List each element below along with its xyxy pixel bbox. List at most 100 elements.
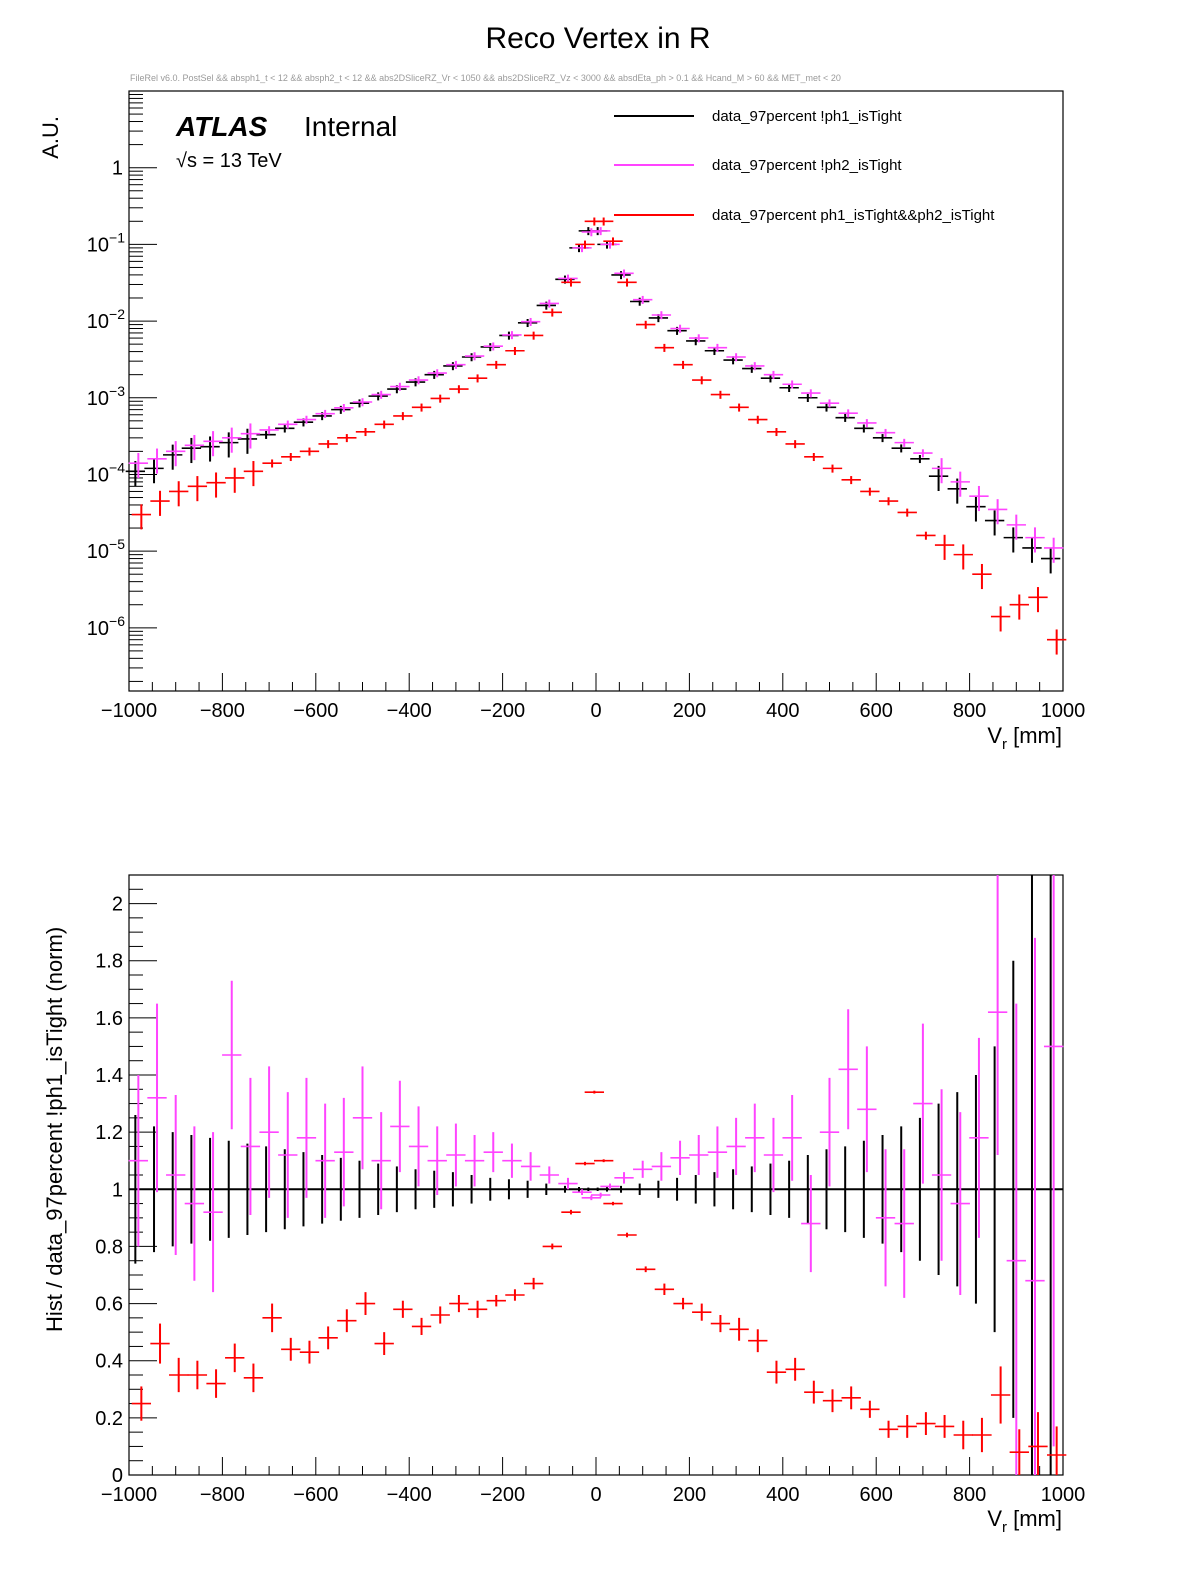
x-tick-label: −1000 (101, 1484, 157, 1506)
data-point (467, 374, 488, 383)
data-point (575, 240, 595, 249)
data-point (1003, 527, 1023, 553)
data-point (393, 1300, 413, 1318)
data-point (203, 1132, 223, 1293)
data-point (785, 1357, 805, 1381)
data-point (1025, 527, 1045, 553)
data-point (894, 1149, 914, 1298)
data-point (523, 1277, 544, 1290)
data-point (128, 452, 149, 479)
ratio-panel: −1000 −800 −600 −400 −200 0 200 400 600 800 1000 0 0… (42, 874, 1086, 1536)
data-point (131, 504, 152, 530)
y-tick-label: 10−4 (87, 459, 125, 486)
data-point (838, 409, 858, 418)
legend-item: data_97percent ph1_isTight&&ph2_isTight (614, 207, 995, 224)
selection-cuts-text: FileRel v6.0. PostSel && absph1_t < 12 &… (130, 73, 841, 83)
top-panel: −1000 −800 −600 −400 −200 0 200 400 600 800 1000 1 1… (38, 90, 1085, 753)
data-point (966, 496, 986, 522)
legend-label: data_97percent ph1_isTight&&ph2_isTight (712, 207, 995, 224)
data-point (798, 393, 818, 403)
x-tick-label: 200 (673, 700, 706, 722)
data-point (894, 438, 914, 447)
y-tick-label: 1 (112, 158, 123, 180)
data-point (169, 1357, 189, 1393)
data-point (745, 1103, 765, 1173)
data-point (572, 244, 592, 253)
data-point (486, 360, 506, 369)
data-point (950, 471, 970, 497)
data-point (636, 320, 656, 329)
data-point (299, 447, 320, 456)
data-point (1046, 1426, 1067, 1475)
data-point (591, 1192, 611, 1198)
data-point (371, 390, 391, 399)
data-point (654, 343, 675, 352)
data-point (931, 1089, 952, 1261)
data-point (654, 1283, 675, 1295)
data-point (710, 1315, 731, 1333)
data-point (878, 1420, 899, 1438)
legend-item: data_97percent !ph2_isTight (614, 157, 902, 174)
legend-label: data_97percent !ph2_isTight (712, 157, 902, 174)
data-point (763, 1117, 784, 1193)
data-point (782, 1095, 802, 1181)
data-point (854, 424, 874, 433)
data-point (259, 1066, 279, 1198)
data-point (278, 420, 298, 429)
x-tick-label: 1000 (1041, 1484, 1086, 1506)
top-xlabel: Vr [mm] (987, 723, 1062, 753)
data-point (1006, 514, 1026, 540)
data-point (692, 1303, 712, 1321)
data-point (591, 227, 611, 236)
data-point (875, 428, 896, 437)
x-tick-label: −200 (480, 700, 525, 722)
data-point (729, 403, 749, 412)
data-point (581, 1195, 601, 1201)
y-tick-label: 1.6 (95, 1008, 123, 1030)
x-tick-label: 400 (766, 700, 799, 722)
data-point (1025, 937, 1045, 1475)
data-point (184, 435, 205, 461)
data-point (561, 1209, 581, 1215)
data-point (187, 476, 208, 502)
data-point (614, 1172, 634, 1184)
data-point (801, 1175, 821, 1273)
data-point (467, 1300, 488, 1318)
data-point (603, 1201, 623, 1206)
data-point (483, 342, 503, 351)
data-point (411, 403, 432, 412)
data-point (243, 461, 264, 487)
data-point (1006, 1003, 1026, 1475)
data-point (542, 308, 562, 317)
y-tick-label: 2 (112, 894, 123, 916)
data-point (1028, 1412, 1048, 1475)
data-point (673, 1297, 693, 1310)
data-point (819, 399, 840, 408)
data-point (913, 449, 933, 458)
data-point (206, 1369, 226, 1398)
data-point (1043, 875, 1064, 1447)
data-point (916, 531, 936, 540)
data-point (603, 237, 623, 246)
data-point (166, 1095, 186, 1255)
data-point (131, 1386, 152, 1421)
data-point (822, 464, 843, 473)
data-point (969, 1037, 989, 1238)
chart-title: Reco Vertex in R (485, 22, 711, 55)
data-point (299, 1340, 320, 1364)
data-point (633, 1160, 653, 1178)
data-point (558, 274, 578, 283)
data-point (561, 278, 581, 287)
x-tick-label: −600 (293, 1484, 338, 1506)
y-tick-label: 10−5 (87, 536, 125, 563)
y-tick-label: 10−3 (87, 383, 125, 410)
data-point (804, 452, 824, 462)
data-point (206, 472, 226, 498)
data-point (969, 485, 989, 512)
data-point (480, 343, 500, 352)
data-point (972, 563, 992, 590)
data-point (1028, 587, 1048, 613)
data-point (950, 1112, 970, 1295)
data-point (804, 1380, 824, 1404)
